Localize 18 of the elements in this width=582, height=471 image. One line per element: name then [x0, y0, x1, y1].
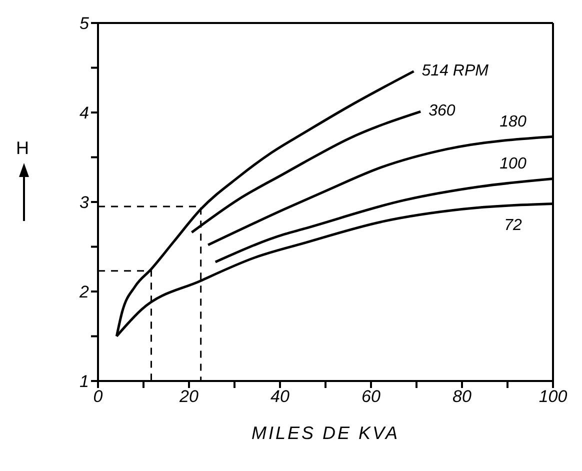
y-axis-title: H	[16, 138, 29, 159]
x-axis-title: MILES DE KVA	[251, 423, 400, 443]
x-tick-label: 0	[93, 387, 104, 406]
x-tick-label: 60	[362, 387, 381, 406]
series-label: 72	[504, 216, 522, 234]
x-tick-label: 20	[178, 387, 199, 406]
x-tick-label: 100	[538, 387, 568, 406]
series-label: 180	[500, 114, 526, 131]
y-tick-label: 3	[80, 193, 90, 212]
x-tick-label: 40	[270, 387, 290, 406]
x-tick-label: 80	[452, 387, 472, 406]
y-tick-label: 5	[80, 14, 90, 34]
y-tick-label: 2	[78, 282, 90, 302]
series-label: 360	[428, 102, 456, 120]
series-label: 514 RPM	[422, 62, 490, 80]
series-label: 100	[500, 156, 526, 173]
y-tick-label: 4	[80, 104, 89, 123]
y-tick-label: 1	[80, 372, 89, 392]
